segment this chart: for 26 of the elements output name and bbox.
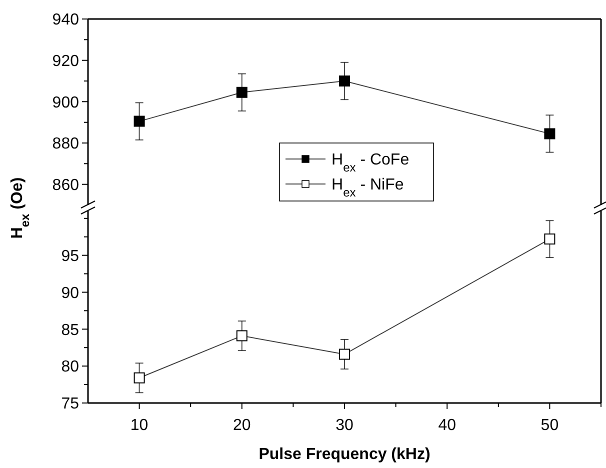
y-tick-label: 940 — [52, 12, 80, 29]
point — [134, 116, 145, 127]
y-tick-label: 95 — [61, 248, 80, 265]
x-tick-label: 30 — [336, 417, 354, 434]
legend-label: H$_{ex}$ - NiFe — [332, 176, 404, 200]
point — [339, 348, 350, 360]
x-tick-label: 10 — [130, 417, 148, 434]
y-tick-label: 860 — [52, 176, 80, 194]
y-tick-label: 75 — [61, 396, 80, 413]
legend-label: H$_{ex}$ - CoFe — [332, 152, 410, 175]
y-tick-label: 900 — [52, 94, 80, 112]
y-tick-label: 90 — [61, 284, 80, 302]
point — [236, 330, 248, 342]
y-tick-label: 85 — [61, 322, 80, 339]
point — [544, 128, 556, 140]
point — [236, 86, 248, 98]
x-tick-label: 40 — [438, 417, 456, 434]
point — [544, 234, 556, 245]
y-tick-label: 880 — [52, 136, 80, 153]
point — [134, 372, 145, 384]
y-tick-label: 920 — [52, 52, 80, 70]
x-axis-title: Pulse Frequency (kHz) — [258, 446, 430, 463]
point — [339, 76, 350, 86]
x-tick-label: 50 — [540, 417, 559, 434]
x-tick-label: 20 — [233, 417, 251, 434]
y-tick-label: 80 — [61, 358, 80, 376]
